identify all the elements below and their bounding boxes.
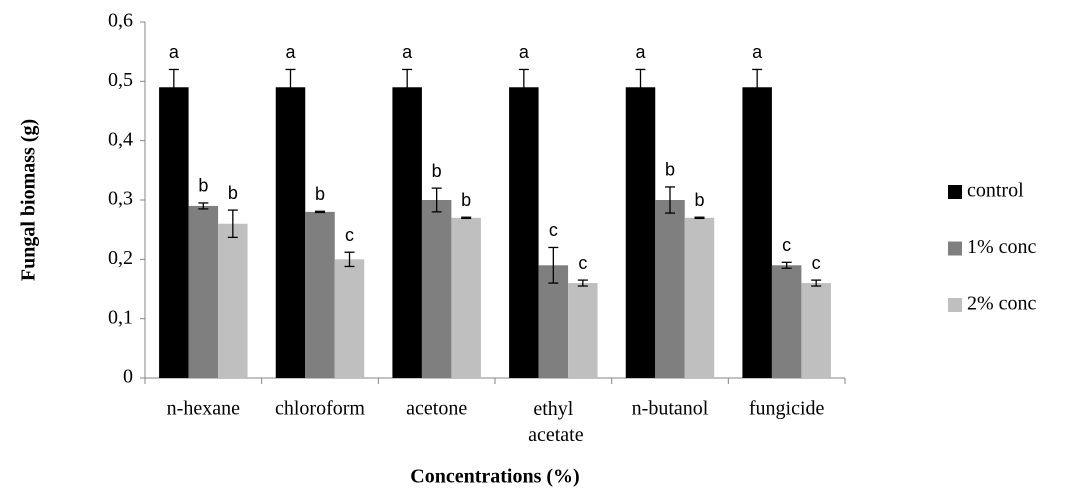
- bar: [509, 87, 539, 379]
- y-tick-label: 0,4: [108, 128, 133, 150]
- legend-label: 1% conc: [967, 236, 1037, 258]
- bar: [655, 200, 685, 378]
- bar: [568, 283, 598, 378]
- y-tick-label: 0: [123, 366, 133, 388]
- error-bar: [694, 216, 705, 220]
- significance-letter: b: [432, 161, 442, 181]
- y-axis-title: Fungal biomass (g): [18, 119, 40, 281]
- bar: [305, 211, 335, 378]
- significance-letter: b: [228, 183, 238, 203]
- error-bar: [198, 202, 209, 210]
- significance-letter: a: [519, 42, 530, 62]
- significance-letter: c: [812, 253, 821, 273]
- significance-letter: a: [752, 42, 763, 62]
- error-bar: [431, 187, 442, 213]
- error-bar: [548, 246, 559, 284]
- bar: [451, 217, 481, 378]
- legend-swatch: [948, 185, 962, 199]
- bar: [159, 87, 189, 379]
- bar: [625, 87, 656, 379]
- bar: [742, 87, 772, 379]
- legend-swatch: [948, 298, 962, 312]
- x-tick-label: fungicide: [749, 398, 825, 420]
- significance-letter: a: [285, 42, 296, 62]
- legend-label: 2% conc: [967, 293, 1037, 315]
- significance-letter: c: [782, 235, 791, 255]
- error-bar: [752, 68, 763, 106]
- legend-swatch: [948, 241, 962, 256]
- significance-letter: c: [578, 253, 587, 273]
- bar: [392, 87, 422, 379]
- significance-letter: a: [635, 42, 646, 62]
- significance-letter: b: [315, 184, 325, 204]
- bar: [538, 265, 569, 378]
- x-tick-label: n-butanol: [632, 398, 709, 420]
- y-tick-label: 0,3: [108, 188, 133, 210]
- x-tick-label: acetone: [406, 398, 467, 420]
- error-bar: [811, 279, 822, 287]
- significance-letter: b: [694, 190, 704, 210]
- bar: [771, 265, 802, 378]
- bar: [218, 223, 248, 378]
- significance-letter: a: [402, 42, 413, 62]
- bar: [421, 200, 452, 378]
- error-bar: [402, 68, 413, 106]
- error-bar: [781, 261, 792, 269]
- bar: [684, 217, 715, 378]
- significance-letter: b: [665, 160, 675, 180]
- y-tick-label: 0,6: [108, 10, 133, 32]
- bar: [188, 205, 219, 378]
- y-tick-label: 0,5: [108, 69, 133, 91]
- legend-label: control: [967, 180, 1024, 202]
- error-bar: [285, 68, 296, 106]
- error-bar: [227, 209, 238, 239]
- significance-letter: c: [345, 225, 354, 245]
- bar: [801, 283, 831, 378]
- error-bar: [168, 68, 179, 106]
- y-tick-label: 0,2: [108, 247, 133, 269]
- significance-letter: b: [461, 190, 471, 210]
- x-axis-title: Concentrations (%): [410, 466, 579, 488]
- error-bar: [635, 68, 646, 106]
- error-bar: [461, 216, 472, 220]
- significance-letter: b: [198, 176, 208, 196]
- x-tick-label: n-hexane: [167, 398, 240, 420]
- error-bar: [518, 68, 529, 106]
- bar: [275, 87, 306, 379]
- y-tick-label: 0,1: [108, 306, 133, 328]
- error-bar: [577, 279, 588, 287]
- x-tick-label: chloroform: [275, 398, 365, 420]
- x-tick-label: ethyl acetate: [523, 398, 584, 446]
- significance-letter: a: [169, 42, 180, 62]
- error-bar: [344, 251, 355, 268]
- error-bar: [665, 186, 675, 214]
- significance-letter: c: [549, 220, 558, 240]
- bar: [334, 259, 365, 378]
- error-bar: [315, 210, 325, 214]
